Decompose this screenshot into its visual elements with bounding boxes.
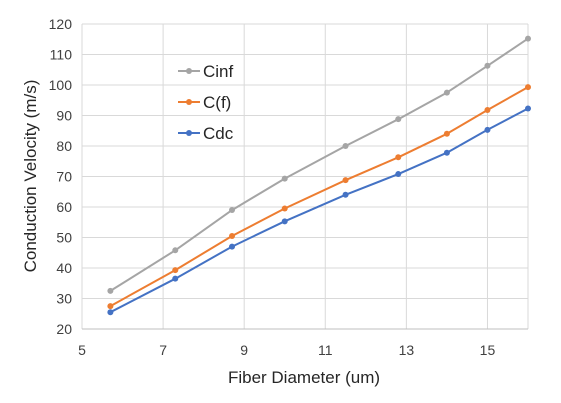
legend-label-c-f: C(f) (203, 93, 231, 112)
y-tick-label: 60 (56, 199, 72, 215)
data-point-c-f (172, 267, 179, 274)
y-tick-label: 70 (56, 169, 72, 185)
data-point-c-f (443, 130, 450, 137)
legend-label-cinf: Cinf (203, 62, 234, 81)
data-point-cdc (281, 218, 288, 225)
y-tick-label: 100 (49, 77, 73, 93)
x-tick-label: 15 (480, 342, 496, 358)
x-tick-label: 7 (159, 342, 167, 358)
data-point-cdc (342, 191, 349, 198)
x-tick-label: 5 (78, 342, 86, 358)
series-layer (107, 35, 531, 316)
data-point-cdc (229, 243, 236, 250)
data-point-cinf (443, 89, 450, 96)
y-axis-title: Conduction Velocity (m/s) (21, 80, 40, 273)
legend-marker-c-f (186, 99, 192, 105)
data-point-cinf (395, 116, 402, 123)
y-tick-labels: 20 30 40 50 60 70 80 90 100 110 120 (49, 16, 73, 337)
data-point-cdc (395, 171, 402, 178)
gridlines (81, 23, 529, 330)
y-tick-label: 30 (56, 291, 72, 307)
data-point-c-f (281, 205, 288, 212)
y-tick-label: 40 (56, 260, 72, 276)
data-point-cdc (172, 275, 179, 282)
data-point-c-f (107, 303, 114, 310)
x-tick-label: 11 (318, 342, 333, 358)
data-point-cdc (443, 149, 450, 156)
data-point-cinf (229, 207, 236, 214)
y-tick-label: 80 (56, 138, 72, 154)
data-point-cinf (107, 287, 114, 294)
legend-marker-cdc (186, 130, 192, 136)
x-axis-title: Fiber Diameter (um) (228, 368, 380, 387)
legend-label-cdc: Cdc (203, 124, 234, 143)
data-point-cinf (484, 62, 491, 69)
data-point-c-f (484, 107, 491, 114)
data-point-cinf (281, 175, 288, 182)
y-tick-label: 110 (50, 47, 73, 63)
x-tick-labels: 5 7 9 11 13 15 (78, 342, 495, 358)
data-point-cdc (107, 309, 114, 316)
data-point-cdc (484, 126, 491, 133)
data-point-cinf (172, 247, 179, 254)
series-line-cinf (109, 37, 529, 292)
data-point-cinf (525, 35, 531, 42)
data-point-c-f (229, 232, 236, 239)
data-point-cdc (525, 105, 531, 112)
series-line-cdc (109, 107, 529, 314)
y-tick-label: 120 (49, 16, 73, 32)
data-point-cinf (342, 143, 349, 149)
y-tick-label: 50 (56, 230, 72, 246)
data-point-c-f (395, 154, 402, 161)
x-tick-label: 13 (399, 342, 415, 358)
y-tick-label: 20 (56, 321, 72, 337)
data-point-c-f (342, 177, 349, 184)
series-line-c-f (109, 86, 529, 307)
data-point-c-f (525, 84, 531, 91)
y-tick-label: 90 (56, 108, 72, 124)
legend: Cinf C(f) Cdc (178, 62, 234, 143)
legend-marker-cinf (186, 68, 192, 74)
x-tick-label: 9 (240, 342, 248, 358)
